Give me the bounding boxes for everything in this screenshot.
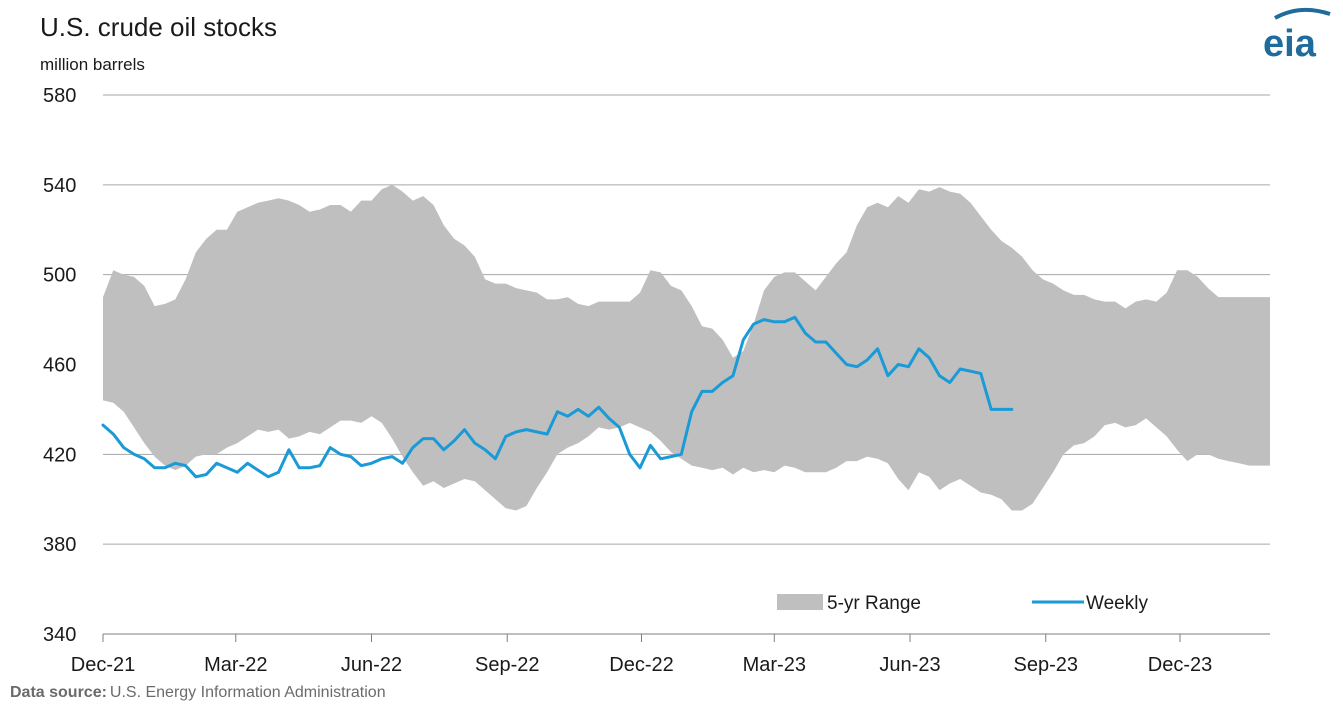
series-area-5yr-range — [103, 184, 1270, 511]
x-tick-label-Jun-23: Jun-23 — [879, 654, 940, 676]
y-tick-label-500: 500 — [43, 265, 76, 287]
eia-logo-text: eia — [1263, 23, 1317, 65]
y-tick-label-460: 460 — [43, 355, 76, 377]
series-line-weekly — [101, 315, 1014, 479]
x-tick-label-Mar-23: Mar-23 — [743, 654, 806, 676]
y-tick-label-580: 580 — [43, 85, 76, 107]
data-source-label: Data source: — [10, 684, 107, 701]
legend-swatch-5yr-range — [777, 594, 823, 610]
eia-logo-swoosh — [1274, 7, 1331, 20]
data-source-note: Data source: U.S. Energy Information Admi… — [10, 684, 386, 701]
y-axis-unit-label: million barrels — [40, 55, 145, 74]
chart-title: U.S. crude oil stocks — [40, 12, 277, 42]
y-tick-labels: 340 380 420 460 500 540 580 — [43, 85, 76, 646]
y-tick-label-380: 380 — [43, 534, 76, 556]
x-tick-labels: Dec-21 Mar-22 Jun-22 Sep-22 Dec-22 Mar-23 Jun-… — [71, 634, 1212, 676]
range-area-layer — [103, 184, 1270, 511]
data-source-text: U.S. Energy Information Administration — [110, 684, 386, 701]
legend-label-weekly: Weekly — [1086, 593, 1148, 614]
y-tick-label-340: 340 — [43, 624, 76, 646]
y-tick-label-420: 420 — [43, 444, 76, 466]
legend-label-5yr-range: 5-yr Range — [827, 593, 921, 614]
x-tick-label-Mar-22: Mar-22 — [204, 654, 267, 676]
x-tick-label-Sep-23: Sep-23 — [1013, 654, 1078, 676]
x-tick-label-Dec-21: Dec-21 — [71, 654, 135, 676]
eia-logo: eia — [1263, 7, 1331, 65]
x-tick-label-Dec-23: Dec-23 — [1148, 654, 1212, 676]
x-tick-label-Dec-22: Dec-22 — [609, 654, 673, 676]
x-tick-label-Sep-22: Sep-22 — [475, 654, 540, 676]
legend: 5-yr Range Weekly — [777, 593, 1148, 614]
weekly-line-layer — [101, 315, 1014, 479]
y-tick-label-540: 540 — [43, 175, 76, 197]
x-tick-label-Jun-22: Jun-22 — [341, 654, 402, 676]
